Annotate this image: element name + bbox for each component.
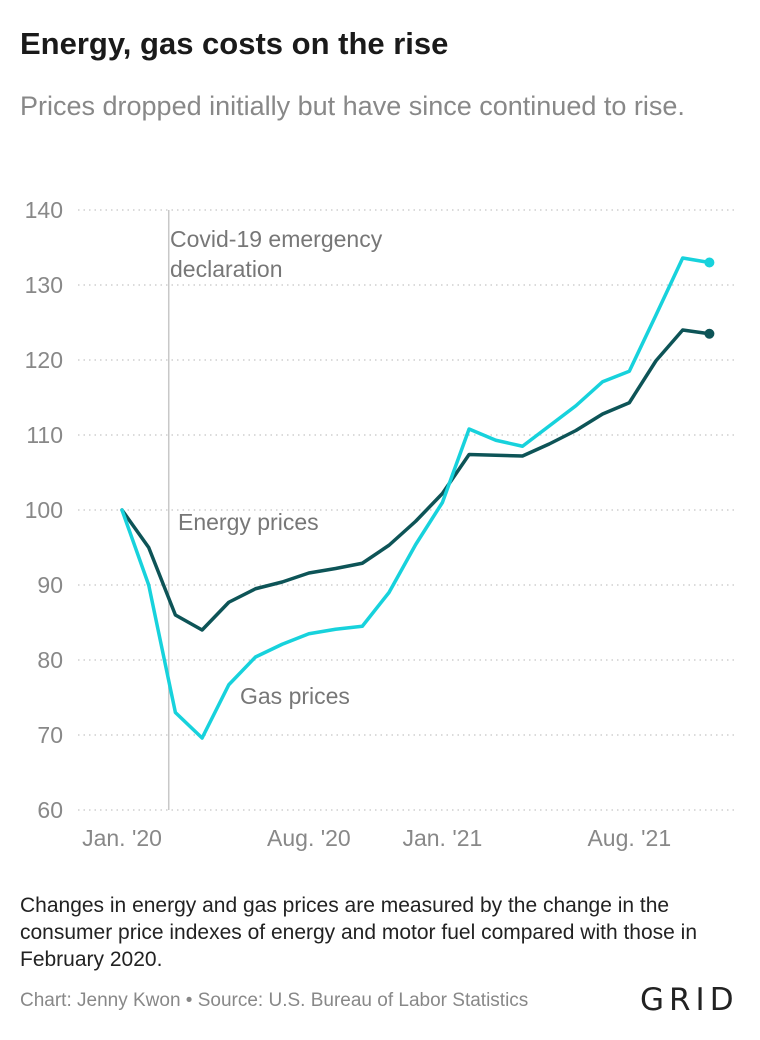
x-tick-label: Aug. '21 — [587, 825, 671, 851]
series-layer — [120, 256, 715, 740]
series-line-gas — [120, 256, 712, 740]
chart-title: Energy, gas costs on the rise — [20, 26, 449, 61]
y-tick-label: 90 — [37, 572, 63, 598]
grid-logo: GRID — [640, 982, 739, 1018]
x-tick-label: Jan. '21 — [402, 825, 482, 851]
covid-annotation-line-2: declaration — [170, 256, 283, 282]
y-tick-label: 110 — [26, 422, 63, 448]
y-tick-label: 70 — [37, 722, 63, 748]
line-chart: 60 70 80 90 100 110 120 130 140 Jan. '20 Aug. '20… — [25, 197, 735, 851]
energy-series-label: Energy prices — [178, 509, 319, 535]
y-tick-label: 80 — [37, 647, 63, 673]
series-end-point-energy — [704, 328, 715, 339]
covid-annotation-line-1: Covid-19 emergency — [170, 226, 383, 252]
y-tick-label: 130 — [25, 272, 63, 298]
gas-series-label: Gas prices — [240, 683, 350, 709]
y-tick-label: 140 — [25, 197, 63, 223]
series-end-point-gas — [704, 257, 715, 268]
series-line-energy — [120, 328, 712, 632]
y-axis-ticks: 60 70 80 90 100 110 120 130 140 — [25, 197, 63, 823]
y-tick-label: 120 — [25, 347, 63, 373]
y-tick-label: 100 — [25, 497, 63, 523]
x-axis-ticks: Jan. '20 Aug. '20 Jan. '21 Aug. '21 — [82, 825, 671, 851]
x-tick-label: Jan. '20 — [82, 825, 162, 851]
source-credit: Chart: Jenny Kwon • Source: U.S. Bureau … — [20, 990, 529, 1011]
methodology-note: Changes in energy and gas prices are mea… — [20, 894, 698, 971]
grid-lines — [78, 209, 735, 811]
y-tick-label: 60 — [37, 797, 63, 823]
x-tick-label: Aug. '20 — [267, 825, 351, 851]
chart-subtitle: Prices dropped initially but have since … — [20, 91, 685, 121]
